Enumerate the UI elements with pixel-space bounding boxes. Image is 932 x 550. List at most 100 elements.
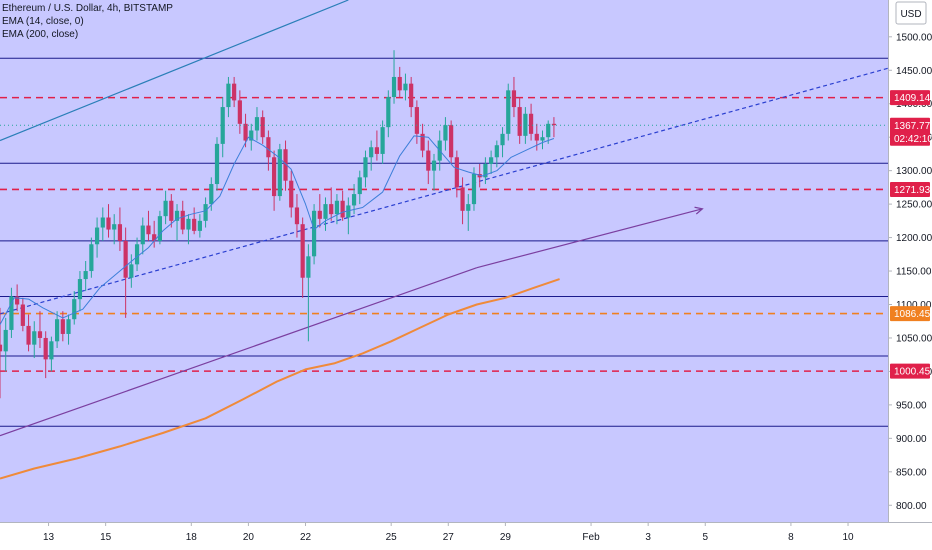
candle-69[interactable] (391, 50, 397, 104)
trendline-1[interactable] (0, 267, 478, 437)
candle-70[interactable] (397, 66, 402, 98)
candle-0[interactable] (0, 307, 3, 399)
candle-58[interactable] (329, 187, 334, 221)
candle-57[interactable] (323, 197, 328, 231)
legend-symbol-title[interactable]: Ethereum / U.S. Dollar, 4h, BITSTAMP (2, 3, 173, 14)
candle-91[interactable] (517, 97, 522, 144)
candle-34[interactable] (192, 207, 197, 235)
ema200-line[interactable] (0, 278, 560, 480)
candle-44[interactable] (249, 123, 254, 151)
candle-53[interactable] (300, 217, 305, 298)
legend-ema200[interactable]: EMA (200, close) (2, 29, 79, 40)
trendline-2[interactable] (476, 208, 703, 269)
level-badge-1000-45[interactable]: 1000.45 (890, 363, 931, 379)
candle-29[interactable] (163, 190, 168, 225)
level-badge-1271-93[interactable]: 1271.93 (890, 181, 931, 197)
candle-20[interactable] (112, 214, 117, 245)
candle-25[interactable] (140, 217, 145, 255)
candle-59[interactable] (334, 194, 340, 225)
candle-50[interactable] (283, 140, 288, 191)
candle-23[interactable] (129, 254, 134, 288)
candle-88[interactable] (500, 127, 505, 158)
candle-93[interactable] (528, 103, 534, 141)
candle-85[interactable] (483, 157, 488, 185)
candle-11[interactable] (60, 311, 65, 342)
candle-55[interactable] (311, 204, 317, 265)
candle-65[interactable] (369, 140, 374, 171)
candle-48[interactable] (272, 150, 277, 211)
candle-32[interactable] (180, 200, 185, 235)
candle-41[interactable] (232, 76, 237, 108)
candle-63[interactable] (357, 170, 362, 205)
candle-14[interactable] (77, 271, 83, 312)
candle-95[interactable] (540, 130, 545, 150)
candle-47[interactable] (266, 130, 271, 171)
candle-75[interactable] (426, 140, 431, 185)
candle-71[interactable] (403, 73, 408, 101)
candle-68[interactable] (386, 90, 391, 138)
candle-4[interactable] (20, 297, 25, 332)
candle-5[interactable] (26, 314, 31, 352)
candle-67[interactable] (380, 120, 385, 164)
candle-52[interactable] (294, 194, 300, 238)
level-badge-1409-14[interactable]: 1409.14 (890, 90, 931, 106)
candle-64[interactable] (363, 150, 368, 188)
candle-72[interactable] (409, 76, 414, 118)
candle-39[interactable] (220, 97, 225, 158)
candle-27[interactable] (152, 220, 157, 248)
currency-box[interactable]: USD (895, 1, 927, 25)
candle-31[interactable] (174, 204, 180, 241)
candle-82[interactable] (466, 194, 471, 231)
candle-46[interactable] (260, 110, 265, 144)
level-badge-1086-45[interactable]: 1086.45 (890, 306, 931, 322)
candle-8[interactable] (43, 331, 48, 379)
candle-92[interactable] (523, 107, 528, 144)
plot-area[interactable] (0, 0, 888, 522)
candle-49[interactable] (277, 143, 282, 201)
candle-81[interactable] (460, 177, 465, 225)
candle-83[interactable] (471, 167, 477, 211)
last-price-badge[interactable]: 1367.77 02:42:10 (890, 117, 932, 146)
candle-2[interactable] (9, 287, 14, 338)
candle-10[interactable] (55, 311, 60, 348)
candle-26[interactable] (146, 210, 151, 241)
candle-36[interactable] (203, 197, 208, 228)
candle-61[interactable] (346, 197, 351, 235)
candle-90[interactable] (511, 76, 517, 118)
candle-28[interactable] (157, 210, 162, 245)
candle-35[interactable] (197, 214, 202, 238)
candle-56[interactable] (317, 194, 322, 228)
candle-42[interactable] (237, 90, 242, 134)
candle-79[interactable] (449, 120, 454, 164)
candle-66[interactable] (374, 130, 380, 161)
candle-12[interactable] (66, 314, 71, 345)
candle-51[interactable] (289, 170, 294, 218)
candle-22[interactable] (123, 227, 128, 318)
candle-7[interactable] (37, 311, 43, 348)
candle-45[interactable] (254, 107, 260, 141)
candle-13[interactable] (72, 291, 77, 325)
trendline-3[interactable] (0, 0, 349, 142)
candle-38[interactable] (214, 137, 220, 191)
candle-18[interactable] (100, 207, 105, 241)
candle-86[interactable] (489, 150, 494, 174)
candle-30[interactable] (169, 194, 174, 228)
candle-40[interactable] (226, 76, 231, 118)
candle-19[interactable] (106, 204, 111, 238)
candle-6[interactable] (32, 321, 37, 359)
legend-ema14[interactable]: EMA (14, close, 0) (2, 16, 84, 27)
candle-87[interactable] (494, 140, 499, 168)
candle-24[interactable] (134, 237, 140, 272)
candle-89[interactable] (506, 83, 511, 141)
candle-60[interactable] (340, 190, 345, 221)
candle-16[interactable] (89, 237, 94, 278)
candle-15[interactable] (83, 261, 88, 292)
ema14-line[interactable] (0, 135, 555, 325)
candle-97[interactable] (551, 117, 557, 138)
candle-74[interactable] (420, 123, 425, 158)
candle-21[interactable] (117, 207, 123, 251)
candle-94[interactable] (534, 123, 539, 151)
candle-33[interactable] (186, 214, 191, 245)
candle-76[interactable] (431, 153, 437, 191)
time-axis[interactable] (0, 522, 932, 550)
